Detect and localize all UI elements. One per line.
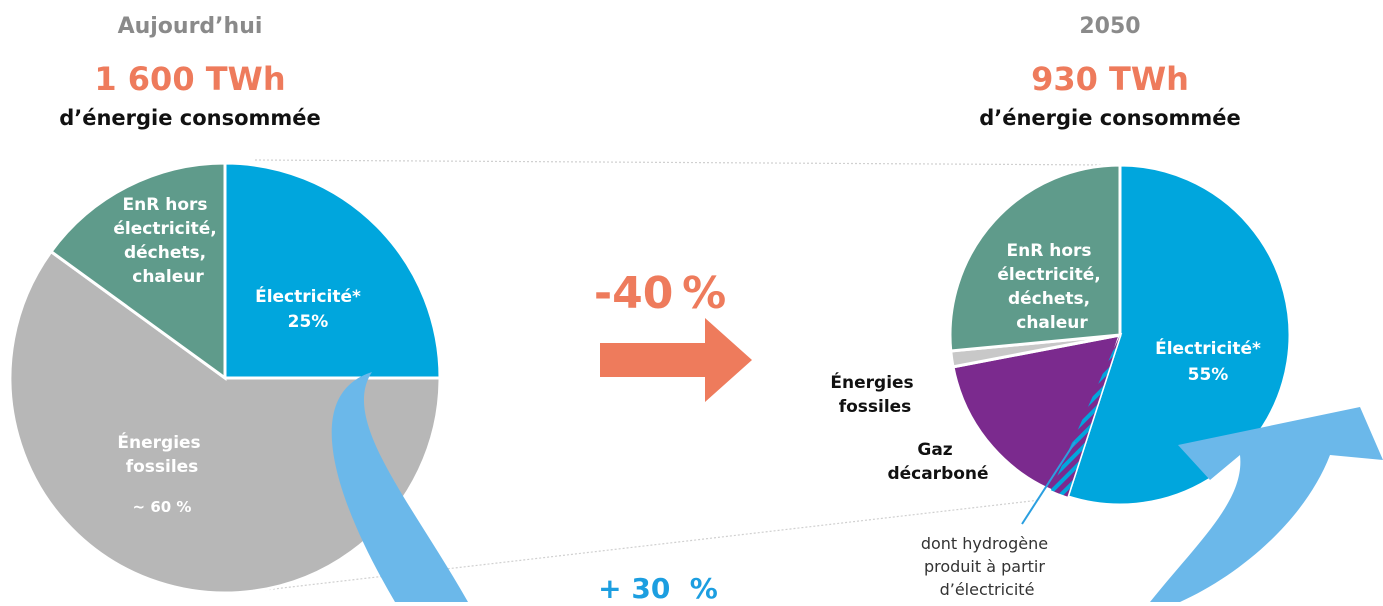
pie-today-slice-electricity	[223, 161, 442, 380]
right-slice-label-electricity: Électricité*	[1155, 337, 1261, 359]
pie-2050-slice-enr	[948, 163, 1122, 353]
right-slice-label-fossil: Énergies fossiles	[830, 371, 919, 417]
hydrogen-note-line-3: d’électricité	[940, 580, 1035, 599]
hydrogen-note: dont hydrogène produit à partir d’électr…	[921, 534, 1053, 599]
pie-today-slice-fossil	[8, 249, 442, 595]
hydrogen-note-line-2: produit à partir	[924, 557, 1045, 576]
left-period-label: Aujourd’hui	[118, 14, 263, 39]
right-slice-label-enr: EnR hors électricité, déchets, chaleur	[997, 241, 1106, 333]
left-slice-value-fossil: ~ 60 %	[133, 498, 192, 516]
connector-line-top	[254, 159, 1111, 166]
left-slice-label-fossil: Énergies fossiles	[117, 431, 206, 477]
reduction-arrow	[600, 318, 752, 402]
left-slice-label-electricity: Électricité*	[255, 285, 361, 307]
reduction-label: -40 %	[594, 268, 726, 319]
right-slice-label-gas: Gaz décarboné	[887, 440, 988, 484]
right-slice-value-electricity: 55%	[1188, 365, 1229, 385]
electricity-flow-arrow-right	[1075, 407, 1383, 602]
left-slice-label-enr: EnR hors électricité, déchets, chaleur	[113, 195, 222, 287]
pie-today-slice-enr	[48, 161, 227, 381]
pie-2050-slice-electricity	[1065, 163, 1292, 507]
hydrogen-hatch-wedge	[1050, 335, 1120, 497]
hydrogen-pointer-line	[1021, 441, 1076, 525]
pie-today	[8, 161, 442, 595]
electricity-flow-arrow-left	[331, 372, 468, 602]
right-subtitle: d’énergie consommée	[979, 106, 1241, 130]
left-slice-value-electricity: 25%	[288, 312, 329, 332]
left-total-value: 1 600 TWh	[94, 60, 285, 98]
left-subtitle: d’énergie consommée	[59, 106, 321, 130]
electricity-increase-label: + 30 %	[598, 572, 718, 602]
hydrogen-note-line-1: dont hydrogène	[921, 534, 1048, 553]
right-period-label: 2050	[1079, 14, 1140, 39]
right-total-value: 930 TWh	[1031, 60, 1189, 98]
